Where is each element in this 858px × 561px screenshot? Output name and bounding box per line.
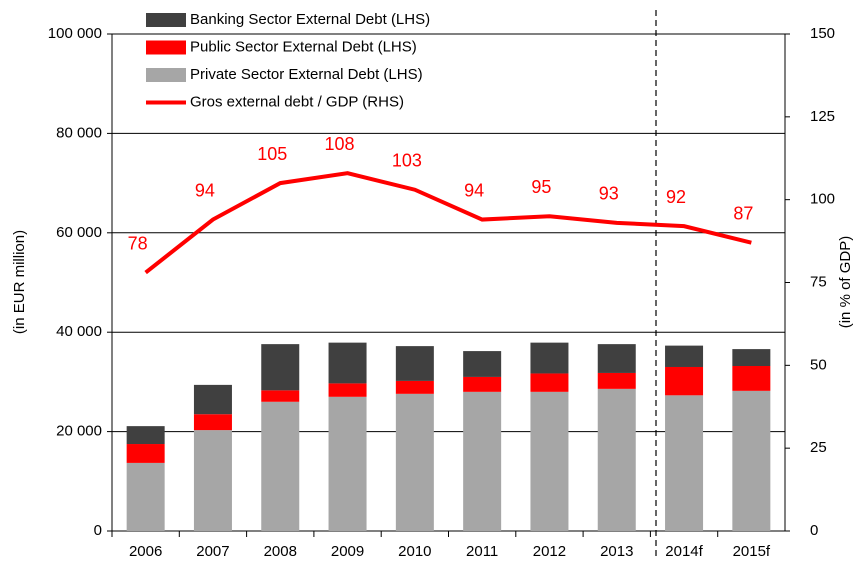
bar-segment bbox=[395, 393, 434, 531]
bar-segment bbox=[193, 384, 232, 415]
bar-segment bbox=[530, 391, 569, 531]
bar-segment bbox=[261, 390, 300, 402]
x-tick-label: 2008 bbox=[264, 543, 297, 560]
bar-segment bbox=[261, 344, 300, 391]
y-tick-label: 80 000 bbox=[56, 124, 102, 141]
bar-segment bbox=[665, 345, 704, 367]
data-label: 95 bbox=[531, 177, 551, 197]
bar-segment bbox=[665, 395, 704, 531]
legend-label: Banking Sector External Debt (LHS) bbox=[190, 11, 430, 28]
bar-segment bbox=[597, 372, 636, 389]
x-tick-label: 2007 bbox=[196, 543, 229, 560]
y-axis-label: (in EUR million) bbox=[11, 230, 28, 334]
bar-segment bbox=[530, 342, 569, 374]
y-tick-label: 20 000 bbox=[56, 423, 102, 440]
ratio-line bbox=[144, 171, 752, 275]
data-label: 92 bbox=[666, 187, 686, 207]
bar-segment bbox=[328, 396, 367, 531]
y2-tick-label: 75 bbox=[810, 273, 827, 290]
y2-tick-label: 25 bbox=[810, 439, 827, 456]
x-tick-label: 2006 bbox=[129, 543, 162, 560]
bar-segment bbox=[463, 351, 502, 377]
bar-segment bbox=[463, 376, 502, 392]
data-label: 94 bbox=[464, 180, 484, 200]
legend-swatch bbox=[146, 40, 186, 55]
bar-segment bbox=[126, 462, 165, 531]
bar-segment bbox=[193, 430, 232, 531]
y2-tick-label: 100 bbox=[810, 191, 835, 208]
bar-segment bbox=[530, 373, 569, 392]
bar-segment bbox=[126, 444, 165, 463]
y2-tick-label: 50 bbox=[810, 356, 827, 373]
bar-segment bbox=[328, 383, 367, 397]
legend-label: Gros external debt / GDP (RHS) bbox=[190, 93, 404, 110]
bar-segment bbox=[732, 390, 771, 531]
bar-segment bbox=[732, 349, 771, 366]
bar-segment bbox=[597, 388, 636, 531]
bar-segment bbox=[193, 414, 232, 431]
bar-segment bbox=[395, 346, 434, 381]
y2-tick-label: 150 bbox=[810, 25, 835, 42]
bar-segment bbox=[732, 365, 771, 391]
bar-segment bbox=[597, 344, 636, 373]
legend-label: Private Sector External Debt (LHS) bbox=[190, 66, 423, 83]
y-tick-label: 0 bbox=[94, 522, 102, 539]
bar-segment bbox=[261, 401, 300, 531]
x-tick-label: 2009 bbox=[331, 543, 364, 560]
bar-segment bbox=[328, 342, 367, 384]
x-tick-label: 2010 bbox=[398, 543, 431, 560]
x-tick-label: 2011 bbox=[466, 543, 498, 560]
y-tick-label: 100 000 bbox=[48, 25, 102, 42]
data-label: 105 bbox=[257, 144, 287, 164]
y-tick-label: 40 000 bbox=[56, 323, 102, 340]
legend-swatch bbox=[146, 68, 186, 82]
y-tick-label: 60 000 bbox=[56, 224, 102, 241]
data-label: 103 bbox=[392, 150, 422, 170]
x-tick-label: 2015f bbox=[733, 543, 771, 560]
bar-segment bbox=[463, 391, 502, 531]
data-label: 93 bbox=[599, 184, 619, 204]
legend-label: Public Sector External Debt (LHS) bbox=[190, 38, 417, 55]
y2-axis-label: (in % of GDP) bbox=[837, 236, 854, 329]
data-label: 87 bbox=[733, 203, 753, 223]
bar-segment bbox=[126, 426, 165, 445]
bar-segment bbox=[395, 380, 434, 394]
x-tick-label: 2014f bbox=[665, 543, 703, 560]
data-label: 78 bbox=[128, 233, 148, 253]
legend-swatch bbox=[146, 13, 186, 27]
x-tick-label: 2012 bbox=[533, 543, 566, 560]
data-label: 94 bbox=[195, 180, 215, 200]
x-tick-label: 2013 bbox=[600, 543, 633, 560]
bar-segment bbox=[665, 366, 704, 396]
data-label: 108 bbox=[325, 134, 355, 154]
y2-tick-label: 0 bbox=[810, 522, 818, 539]
y2-tick-label: 125 bbox=[810, 108, 835, 125]
